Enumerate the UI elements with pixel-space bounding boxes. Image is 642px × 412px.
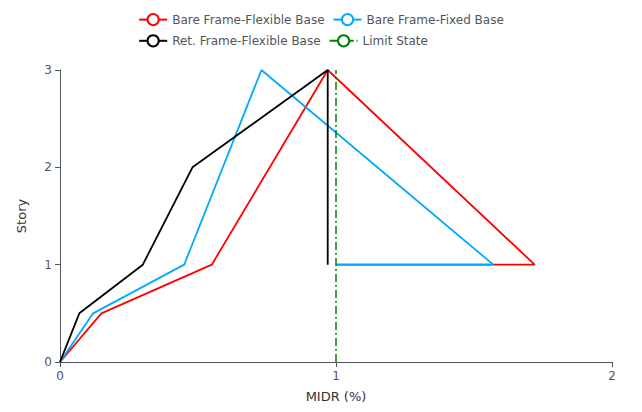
svg-text:Bare Frame-Flexible Base: Bare Frame-Flexible Base: [172, 13, 324, 27]
svg-text:2: 2: [44, 160, 52, 174]
svg-text:0: 0: [44, 355, 52, 369]
svg-text:Bare Frame-Fixed Base: Bare Frame-Fixed Base: [367, 13, 504, 27]
svg-text:2: 2: [608, 369, 616, 383]
svg-text:1: 1: [44, 258, 52, 272]
svg-text:3: 3: [44, 63, 52, 77]
svg-text:Ret. Frame-Flexible Base: Ret. Frame-Flexible Base: [172, 34, 320, 48]
svg-text:Story: Story: [14, 199, 29, 234]
svg-text:Limit State: Limit State: [363, 34, 428, 48]
svg-text:MIDR (%): MIDR (%): [306, 389, 367, 404]
svg-text:0: 0: [56, 369, 64, 383]
svg-text:1: 1: [332, 369, 340, 383]
